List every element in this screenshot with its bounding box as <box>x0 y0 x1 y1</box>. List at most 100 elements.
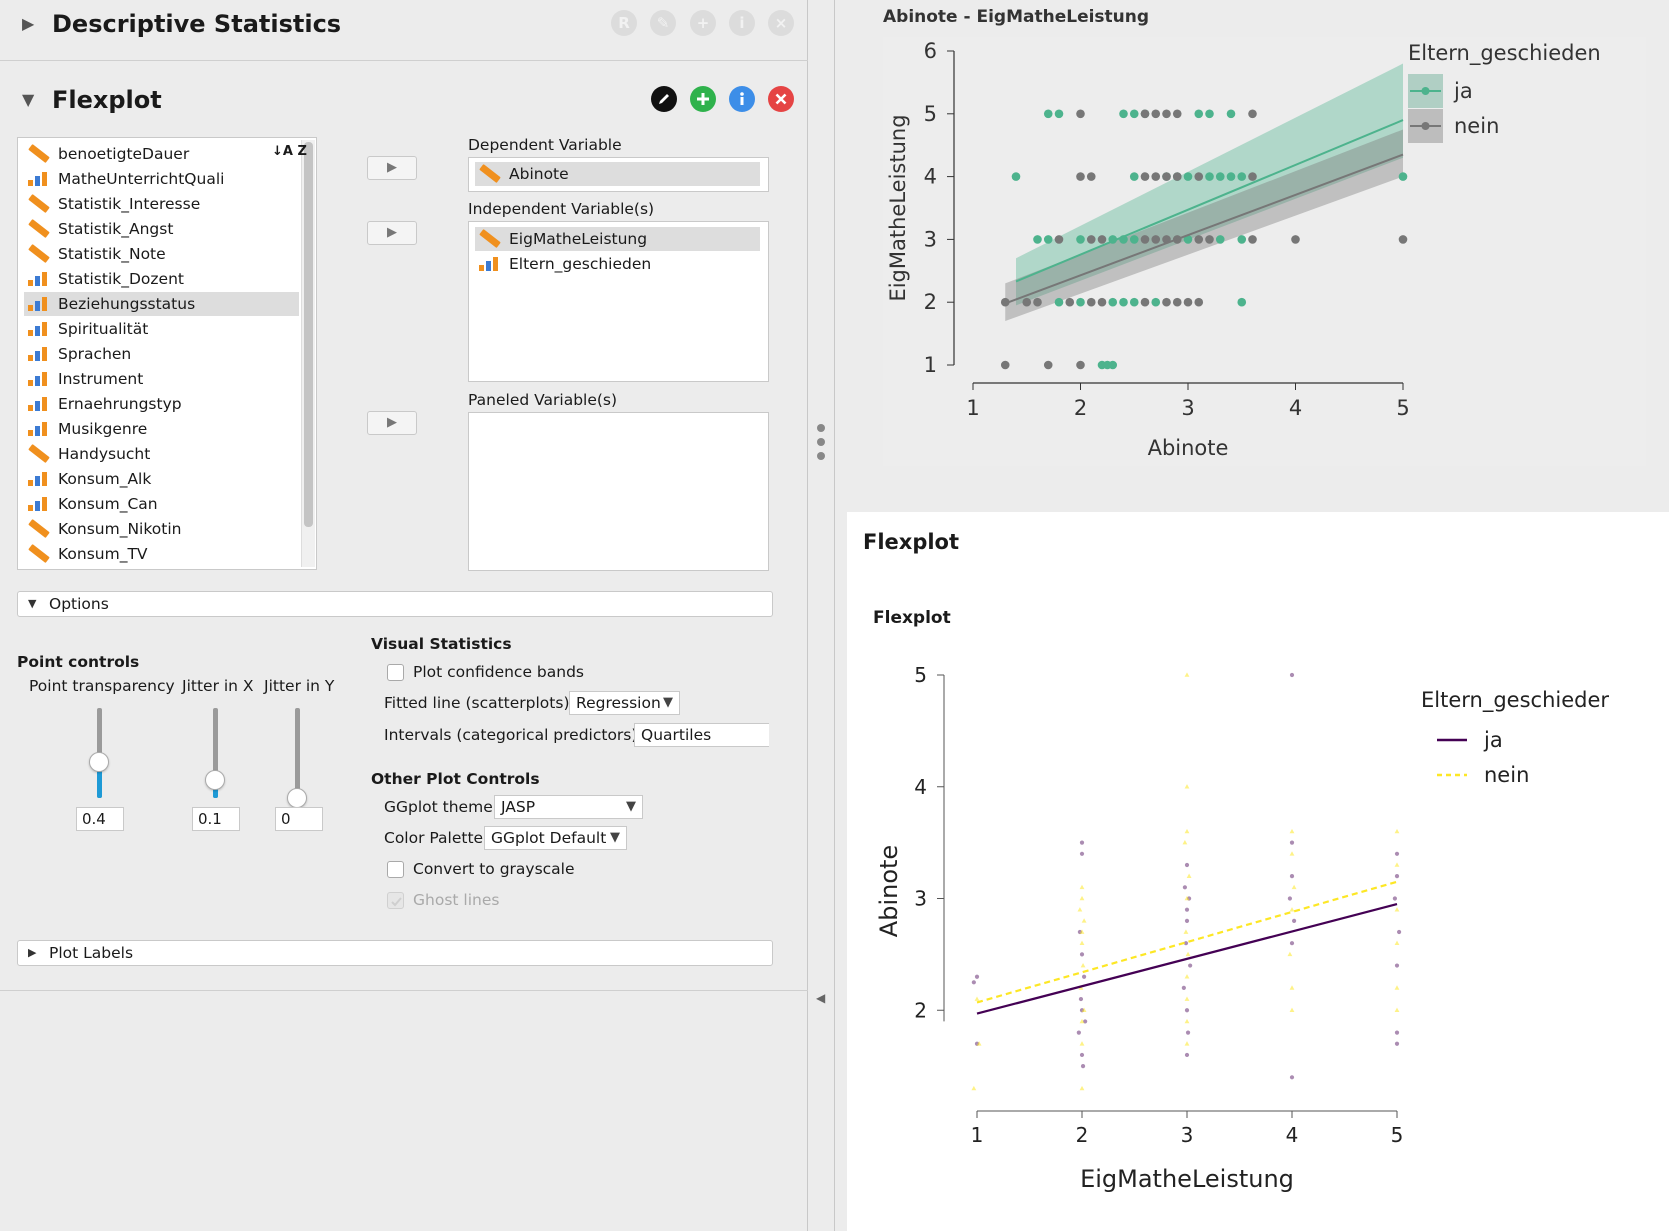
paneled-variables-box[interactable] <box>468 412 769 571</box>
info-icon[interactable] <box>729 86 755 112</box>
legend-title: Eltern_geschieden <box>1408 41 1601 66</box>
data-point <box>1079 1041 1085 1046</box>
close-icon[interactable]: × <box>768 10 794 36</box>
ordinal-variable-icon <box>28 472 48 486</box>
data-point <box>1140 235 1150 244</box>
dependent-variable-item[interactable]: Abinote <box>475 162 760 186</box>
scale-variable-icon <box>28 143 50 164</box>
variable-item[interactable]: Statistik_Interesse <box>24 192 299 216</box>
data-point <box>1183 297 1193 307</box>
options-section-toggle[interactable]: ▼ Options <box>17 591 773 617</box>
r-syntax-icon[interactable]: R <box>611 10 637 36</box>
plot1-title: Abinote - EigMatheLeistung <box>883 7 1150 27</box>
point-transparency-input[interactable]: 0.4 <box>76 807 124 831</box>
variable-item[interactable]: Handysucht <box>24 442 299 466</box>
drag-handle-dot <box>817 452 825 460</box>
variable-item[interactable]: Instrument <box>24 367 299 391</box>
data-point <box>1184 895 1190 901</box>
variable-item[interactable]: MatheUnterrichtQuali <box>24 167 299 191</box>
y-tick-label: 2 <box>924 290 937 314</box>
data-point <box>1151 235 1161 244</box>
point-controls-title: Point controls <box>17 653 140 671</box>
variable-item[interactable]: Konsum_Alk <box>24 467 299 491</box>
flexplot-header[interactable]: ▼ Flexplot <box>0 82 808 118</box>
intervals-dropdown[interactable]: Quartiles <box>634 723 769 747</box>
variable-item[interactable]: Spiritualität <box>24 317 299 341</box>
slider-handle[interactable] <box>287 788 307 808</box>
sort-icon[interactable]: ↓A Z <box>272 144 307 159</box>
data-point <box>1289 985 1295 990</box>
variable-item[interactable]: Statistik_Dozent <box>24 267 299 291</box>
dependent-variable-box[interactable]: Abinote <box>468 157 769 192</box>
jitter-y-input[interactable]: 0 <box>275 807 323 831</box>
slider-handle[interactable] <box>205 770 225 790</box>
descriptive-statistics-header[interactable]: ▶ Descriptive Statistics <box>0 6 808 42</box>
variable-item[interactable]: Musikgenre <box>24 417 299 441</box>
variable-item[interactable]: Ernaehrungstyp <box>24 392 299 416</box>
ggplot-theme-dropdown[interactable]: JASP ▼ <box>494 795 643 819</box>
fitted-line-label: Fitted line (scatterplots) <box>384 694 570 712</box>
duplicate-icon[interactable] <box>690 86 716 112</box>
close-icon[interactable] <box>768 86 794 112</box>
assign-dependent-button[interactable]: ▶ <box>367 156 417 180</box>
collapse-arrow-icon[interactable]: ◀ <box>816 991 826 1005</box>
y-axis-label: EigMatheLeistung <box>886 114 910 301</box>
assign-independent-button[interactable]: ▶ <box>367 221 417 245</box>
panel-splitter[interactable]: ◀ <box>809 0 835 1231</box>
edit-title-icon[interactable] <box>651 86 677 112</box>
x-tick-label: 5 <box>1396 396 1409 420</box>
data-point <box>1079 1018 1085 1024</box>
collapse-triangle-icon[interactable]: ▼ <box>22 90 35 109</box>
data-point <box>1086 172 1096 181</box>
data-point <box>1205 172 1214 181</box>
data-point <box>1183 929 1189 934</box>
jitter-x-input[interactable]: 0.1 <box>192 807 240 831</box>
variable-item[interactable]: Beziehungsstatus <box>24 292 299 316</box>
y-tick-label: 1 <box>924 353 937 377</box>
color-palette-dropdown[interactable]: GGplot Default ▼ <box>484 826 627 850</box>
confidence-bands-checkbox[interactable] <box>387 664 404 681</box>
data-point <box>1079 940 1085 945</box>
data-point <box>1162 109 1171 119</box>
plot-labels-section-toggle[interactable]: ▶ Plot Labels <box>17 940 773 966</box>
data-point <box>1237 235 1247 244</box>
data-point <box>1289 840 1295 845</box>
data-point <box>1129 297 1139 307</box>
data-point <box>1172 297 1182 307</box>
variable-item[interactable]: benoetigteDauer <box>24 142 299 166</box>
data-point <box>1162 172 1171 181</box>
data-point <box>1119 297 1128 307</box>
variable-item[interactable]: Konsum_TV <box>24 542 299 566</box>
dependent-variable-label: Dependent Variable <box>468 136 622 154</box>
independent-variables-box[interactable]: EigMatheLeistung Eltern_geschieden <box>468 221 769 382</box>
data-point <box>1076 297 1085 307</box>
available-variables-list[interactable]: benoetigteDauer MatheUnterrichtQuali Stati… <box>17 137 317 570</box>
variable-item[interactable]: Sprachen <box>24 342 299 366</box>
variable-item[interactable]: Statistik_Angst <box>24 217 299 241</box>
slider-handle[interactable] <box>89 752 109 772</box>
scrollbar[interactable] <box>301 140 315 567</box>
data-point <box>1289 1075 1295 1080</box>
dropdown-caret-icon: ▼ <box>663 695 673 710</box>
grayscale-checkbox[interactable] <box>387 861 404 878</box>
variable-item[interactable]: Konsum_Nikotin <box>24 517 299 541</box>
fitted-line-dropdown[interactable]: Regression ▼ <box>569 691 680 715</box>
data-point <box>1033 297 1042 307</box>
expand-triangle-icon[interactable]: ▶ <box>22 14 35 33</box>
y-tick-label: 3 <box>924 227 937 251</box>
fitted-line <box>976 903 1398 1015</box>
scrollbar-thumb[interactable] <box>304 142 313 527</box>
info-icon[interactable]: i <box>729 10 755 36</box>
duplicate-icon[interactable]: + <box>690 10 716 36</box>
plot2-title: Flexplot <box>873 608 951 628</box>
assign-paneled-button[interactable]: ▶ <box>367 411 417 435</box>
ordinal-variable-icon <box>28 497 48 511</box>
independent-variable-item[interactable]: EigMatheLeistung <box>475 227 760 251</box>
independent-variable-item[interactable]: Eltern_geschieden <box>475 252 760 276</box>
variable-item[interactable]: Konsum_Can <box>24 492 299 516</box>
ordinal-variable-icon <box>28 347 48 361</box>
edit-title-icon[interactable]: ✎ <box>650 10 676 36</box>
flexplot-chart: 1 2 3 4 5 2 3 4 5 EigMatheLeistung Abinote Eltern_g… <box>875 663 1609 1193</box>
visual-statistics-title: Visual Statistics <box>371 635 512 653</box>
variable-item[interactable]: Statistik_Note <box>24 242 299 266</box>
